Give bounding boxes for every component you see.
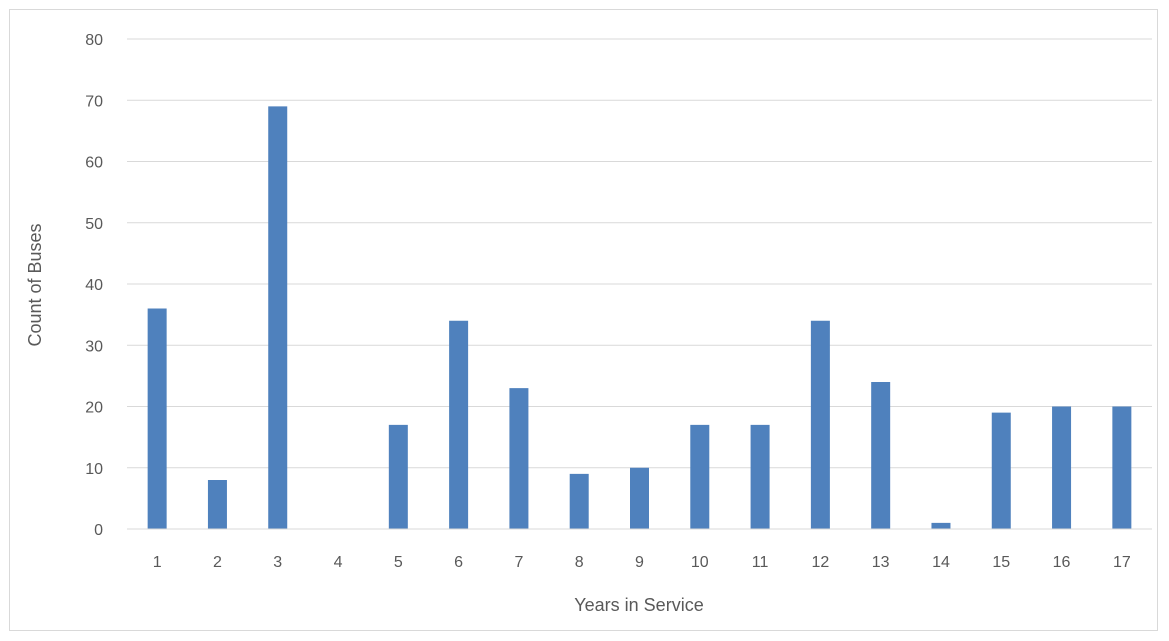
x-tick-label: 15 xyxy=(992,554,1010,571)
y-tick-label: 80 xyxy=(85,32,103,49)
x-tick-label: 12 xyxy=(811,554,829,571)
bar-8 xyxy=(569,473,589,529)
bar-9 xyxy=(630,467,649,529)
x-tick-label: 9 xyxy=(635,554,644,571)
bar-3 xyxy=(268,106,288,529)
bar-16 xyxy=(1052,406,1072,529)
y-tick-label: 50 xyxy=(85,216,103,233)
x-axis-title: Years in Service xyxy=(574,595,703,615)
bar-15 xyxy=(991,412,1011,529)
y-tick-label: 20 xyxy=(85,400,103,417)
y-tick-labels: 0 10 20 30 40 50 60 70 80 xyxy=(85,32,103,539)
bar-6 xyxy=(449,320,469,529)
bar-17 xyxy=(1112,406,1132,529)
x-tick-label: 13 xyxy=(872,554,890,571)
y-tick-label: 10 xyxy=(85,461,103,478)
bar-14 xyxy=(931,522,951,529)
bar-12 xyxy=(810,320,830,529)
bar-5 xyxy=(388,424,408,529)
x-tick-label: 6 xyxy=(454,554,463,571)
x-tick-label: 3 xyxy=(273,554,282,571)
bar-7 xyxy=(509,388,529,529)
bar-1 xyxy=(147,308,167,529)
x-tick-label: 16 xyxy=(1053,554,1071,571)
y-tick-label: 60 xyxy=(85,155,103,172)
bar-10 xyxy=(690,424,710,529)
bar-13 xyxy=(871,382,891,529)
x-tick-label: 10 xyxy=(691,554,709,571)
bars xyxy=(147,106,1132,529)
x-tick-label: 8 xyxy=(575,554,584,571)
x-tick-label: 1 xyxy=(153,554,162,571)
x-tick-label: 5 xyxy=(394,554,403,571)
bar-11 xyxy=(750,424,770,529)
y-tick-label: 40 xyxy=(85,277,103,294)
bar-2 xyxy=(207,480,227,529)
x-tick-label: 11 xyxy=(752,554,769,571)
x-tick-labels: 1 2 3 4 5 6 7 8 9 10 11 12 13 14 15 16 17 xyxy=(153,554,1131,571)
x-tick-label: 4 xyxy=(334,554,343,571)
y-tick-label: 0 xyxy=(94,522,103,539)
x-tick-label: 2 xyxy=(213,554,222,571)
y-tick-label: 70 xyxy=(85,93,103,110)
x-tick-label: 14 xyxy=(932,554,950,571)
y-axis-title: Count of Buses xyxy=(25,223,45,346)
gridlines xyxy=(127,38,1152,469)
x-tick-label: 7 xyxy=(514,554,523,571)
y-tick-label: 30 xyxy=(85,338,103,355)
x-tick-label: 17 xyxy=(1113,554,1131,571)
